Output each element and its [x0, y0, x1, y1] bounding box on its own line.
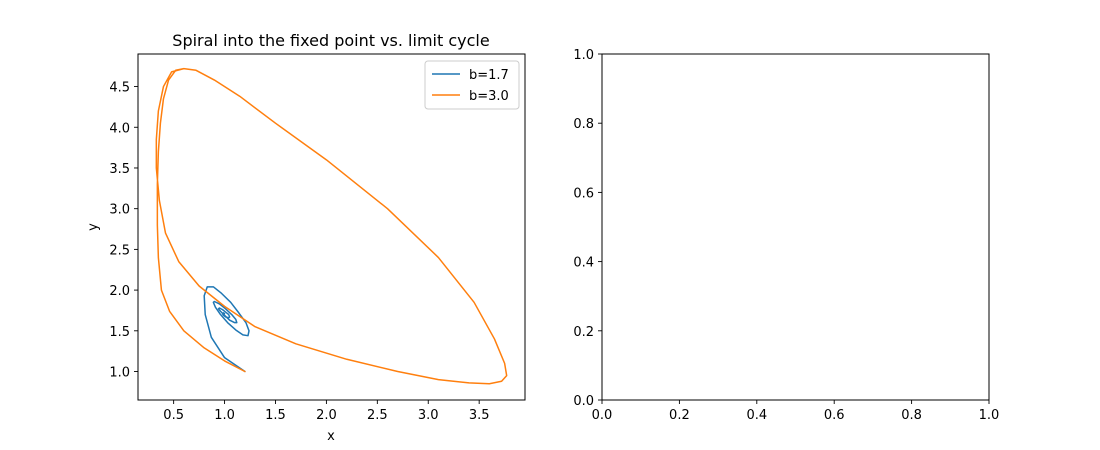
x-tick-label: 0.6 [824, 408, 845, 423]
x-tick-label: 0.5 [163, 408, 184, 423]
y-tick-label: 2.5 [109, 243, 130, 258]
x-tick-label: 0.4 [746, 408, 767, 423]
y-tick-label: 0.0 [573, 394, 594, 409]
phase-plot-x-label: x [327, 429, 335, 444]
x-tick-label: 3.5 [469, 408, 490, 423]
phase-plot-frame [137, 53, 526, 401]
legend-label-b-3-0: b=3.0 [469, 89, 509, 104]
phase-plot-y-ticks: 1.0 1.5 2.0 2.5 3.0 3.5 4.0 4.5 [109, 81, 138, 381]
phase-plot-legend: b=1.7 b=3.0 [424, 60, 520, 110]
x-tick-label: 1.5 [265, 408, 286, 423]
phase-plot-x-ticks: 0.5 1.0 1.5 2.0 2.5 3.0 3.5 [163, 400, 490, 423]
phase-plot-axes: Spiral into the fixed point vs. limit cy… [86, 31, 526, 444]
y-tick-label: 0.6 [573, 186, 594, 201]
y-tick-label: 0.4 [573, 256, 594, 271]
series-line-b-1-7 [203, 286, 250, 373]
y-tick-label: 1.0 [109, 366, 130, 381]
y-tick-label: 1.0 [573, 48, 594, 63]
x-tick-label: 0.2 [669, 408, 690, 423]
series-line-b-3-0 [155, 67, 508, 385]
empty-axes-y-ticks: 0.0 0.2 0.4 0.6 0.8 1.0 [573, 48, 602, 409]
legend-frame [424, 60, 520, 110]
y-tick-label: 3.0 [109, 203, 130, 218]
x-tick-label: 1.0 [214, 408, 235, 423]
y-tick-label: 4.0 [109, 121, 130, 136]
x-tick-label: 0.0 [592, 408, 613, 423]
x-tick-label: 3.0 [418, 408, 439, 423]
empty-axes: 0.0 0.2 0.4 0.6 0.8 1.0 0.0 0.2 0.4 0.6 0.8 1.0 [573, 48, 999, 423]
x-tick-label: 2.0 [316, 408, 337, 423]
y-tick-label: 4.5 [109, 81, 130, 96]
y-tick-label: 0.8 [573, 117, 594, 132]
y-tick-label: 1.5 [109, 325, 130, 340]
y-tick-label: 0.2 [573, 325, 594, 340]
y-tick-label: 2.0 [109, 284, 130, 299]
y-tick-label: 3.5 [109, 162, 130, 177]
phase-plot-y-label: y [86, 223, 101, 231]
phase-plot-title: Spiral into the fixed point vs. limit cy… [172, 31, 489, 50]
empty-axes-frame [601, 53, 990, 401]
x-tick-label: 2.5 [367, 408, 388, 423]
x-tick-label: 1.0 [979, 408, 1000, 423]
phase-plot-area [155, 67, 508, 385]
legend-label-b-1-7: b=1.7 [469, 68, 509, 83]
empty-axes-x-ticks: 0.0 0.2 0.4 0.6 0.8 1.0 [592, 400, 1000, 423]
x-tick-label: 0.8 [901, 408, 922, 423]
